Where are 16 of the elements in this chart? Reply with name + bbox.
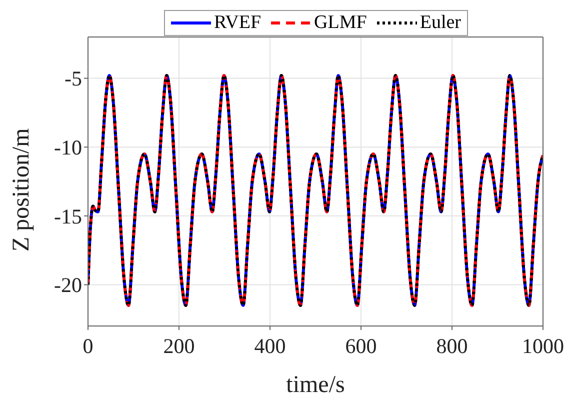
x-tick-label: 0 <box>82 334 94 358</box>
legend-label: GLMF <box>314 12 367 34</box>
x-tick-label: 1000 <box>522 334 564 358</box>
x-axis-title: time/s <box>286 372 345 398</box>
x-tick-label: 600 <box>345 334 377 358</box>
y-tick-label: -20 <box>54 273 82 298</box>
x-tick-label: 400 <box>254 334 286 358</box>
y-axis-title: Z position/m <box>8 128 35 252</box>
legend-label: Euler <box>420 12 461 34</box>
x-tick-label: 200 <box>163 334 195 358</box>
x-tick-label: 800 <box>436 334 468 358</box>
line-series <box>88 74 543 307</box>
y-tick-label: -10 <box>54 136 82 160</box>
y-tick-label: -5 <box>64 66 82 91</box>
legend-label: RVEF <box>214 12 262 34</box>
y-tick-label: -15 <box>54 204 82 228</box>
